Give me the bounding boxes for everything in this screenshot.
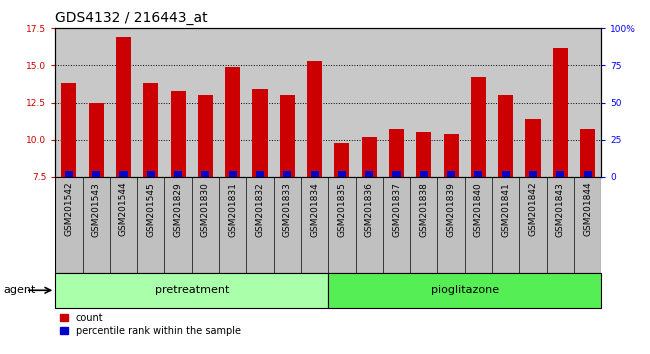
Bar bbox=[143, 83, 159, 177]
Text: GSM201837: GSM201837 bbox=[392, 182, 401, 237]
Text: GSM201836: GSM201836 bbox=[365, 182, 374, 237]
Bar bbox=[65, 171, 73, 177]
Text: GSM201831: GSM201831 bbox=[228, 182, 237, 237]
Bar bbox=[88, 103, 104, 177]
Bar bbox=[471, 78, 486, 177]
Bar bbox=[443, 134, 459, 177]
Bar bbox=[55, 177, 601, 273]
Text: GSM201542: GSM201542 bbox=[64, 182, 73, 236]
Bar bbox=[552, 48, 568, 177]
Text: GSM201839: GSM201839 bbox=[447, 182, 456, 237]
Text: GSM201838: GSM201838 bbox=[419, 182, 428, 237]
Bar bbox=[498, 95, 514, 177]
Bar bbox=[416, 132, 432, 177]
Bar bbox=[389, 130, 404, 177]
Bar bbox=[147, 171, 155, 177]
Bar bbox=[170, 91, 186, 177]
Bar bbox=[365, 171, 373, 177]
Legend: count, percentile rank within the sample: count, percentile rank within the sample bbox=[60, 313, 240, 336]
Text: GSM201832: GSM201832 bbox=[255, 182, 265, 236]
Text: GSM201840: GSM201840 bbox=[474, 182, 483, 236]
Text: pioglitazone: pioglitazone bbox=[431, 285, 499, 295]
Text: GSM201835: GSM201835 bbox=[337, 182, 346, 237]
Bar bbox=[202, 171, 209, 177]
Bar bbox=[502, 171, 510, 177]
Text: GSM201833: GSM201833 bbox=[283, 182, 292, 237]
Bar bbox=[256, 171, 264, 177]
Text: GDS4132 / 216443_at: GDS4132 / 216443_at bbox=[55, 11, 208, 25]
Bar bbox=[328, 273, 601, 308]
Bar bbox=[334, 143, 350, 177]
Bar bbox=[307, 61, 322, 177]
Bar bbox=[198, 95, 213, 177]
Text: GSM201830: GSM201830 bbox=[201, 182, 210, 237]
Bar bbox=[584, 171, 592, 177]
Text: GSM201545: GSM201545 bbox=[146, 182, 155, 236]
Text: GSM201544: GSM201544 bbox=[119, 182, 128, 236]
Bar bbox=[120, 171, 127, 177]
Bar bbox=[447, 171, 455, 177]
Text: GSM201543: GSM201543 bbox=[92, 182, 101, 236]
Text: GSM201842: GSM201842 bbox=[528, 182, 538, 236]
Bar bbox=[116, 37, 131, 177]
Bar bbox=[556, 171, 564, 177]
Text: pretreatment: pretreatment bbox=[155, 285, 229, 295]
Bar bbox=[361, 137, 377, 177]
Bar bbox=[174, 171, 182, 177]
Bar bbox=[229, 171, 237, 177]
Bar bbox=[311, 171, 318, 177]
Bar bbox=[580, 130, 595, 177]
Text: agent: agent bbox=[3, 285, 36, 295]
Text: GSM201843: GSM201843 bbox=[556, 182, 565, 236]
Bar bbox=[225, 67, 240, 177]
Bar bbox=[61, 83, 77, 177]
Text: GSM201841: GSM201841 bbox=[501, 182, 510, 236]
Bar bbox=[420, 171, 428, 177]
Bar bbox=[338, 171, 346, 177]
Text: GSM201829: GSM201829 bbox=[174, 182, 183, 236]
Bar bbox=[393, 171, 400, 177]
Bar bbox=[280, 95, 295, 177]
Text: GSM201834: GSM201834 bbox=[310, 182, 319, 236]
Bar bbox=[529, 171, 537, 177]
Bar bbox=[283, 171, 291, 177]
Bar bbox=[55, 273, 328, 308]
Text: GSM201844: GSM201844 bbox=[583, 182, 592, 236]
Bar bbox=[474, 171, 482, 177]
Bar bbox=[252, 89, 268, 177]
Bar bbox=[92, 171, 100, 177]
Bar bbox=[525, 119, 541, 177]
